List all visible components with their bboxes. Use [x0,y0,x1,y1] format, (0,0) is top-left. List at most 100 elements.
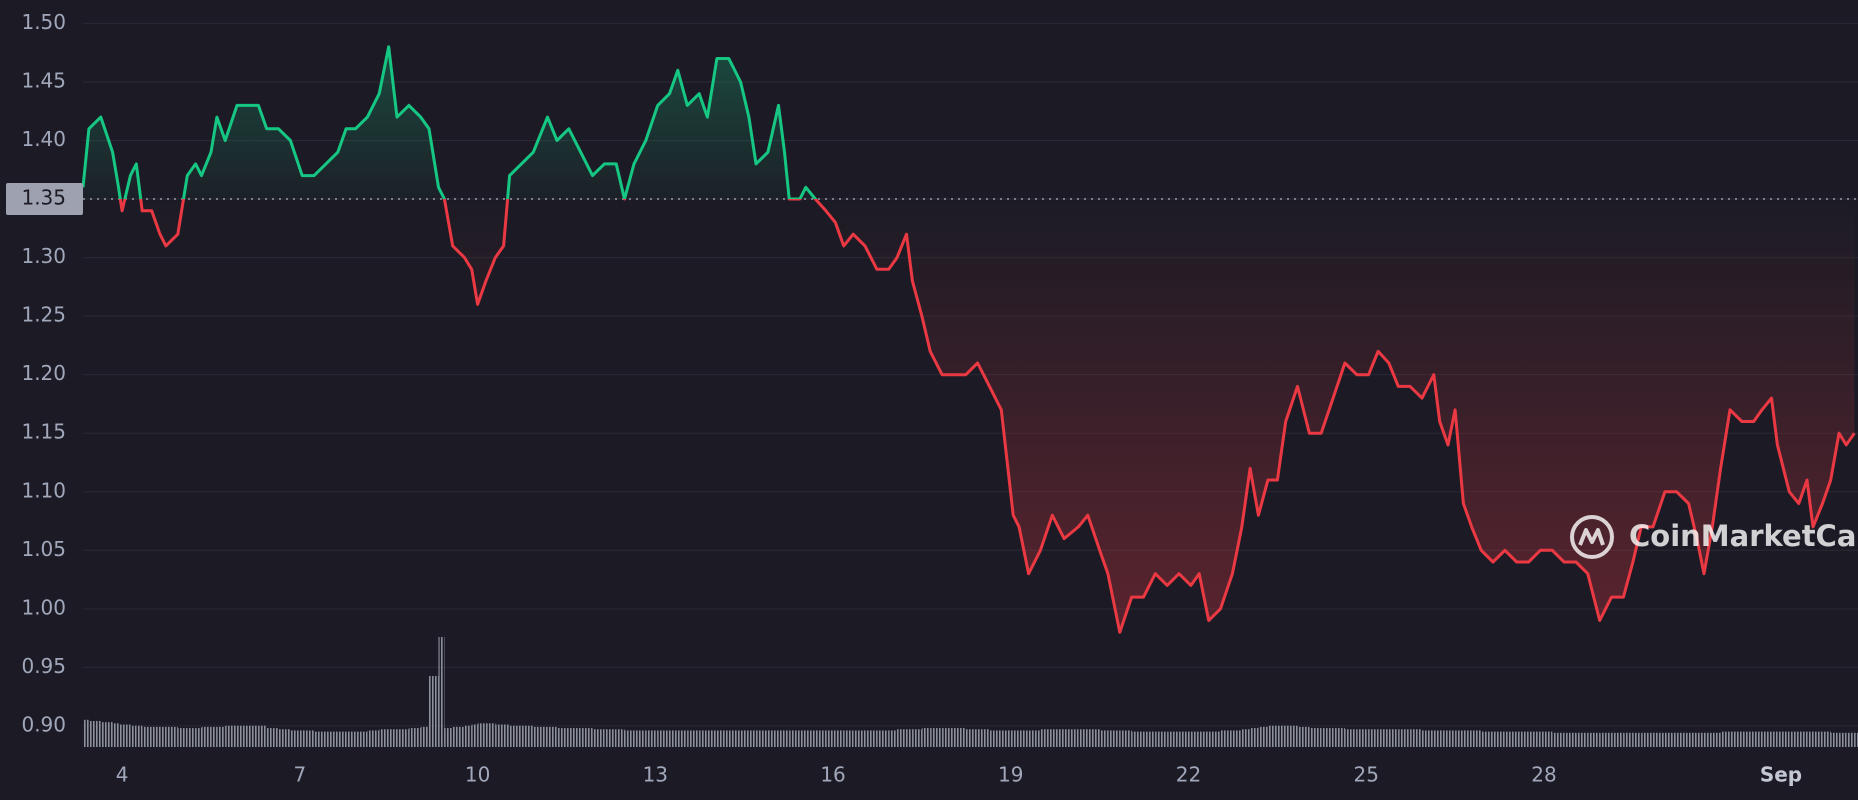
volume-bar [1258,726,1268,747]
volume-bar [485,723,496,747]
volume-bar [521,725,534,747]
volume-bar [337,731,347,747]
y-tick-label: 0.90 [21,712,66,736]
volume-bar [1052,729,1065,747]
volume-bar [187,728,196,747]
volume-bar [408,728,421,747]
volume-bar [1267,725,1278,747]
volume-bar [716,730,729,747]
volume-bar [1333,728,1345,747]
volume-bar [1540,731,1553,747]
volume-bar [930,728,943,747]
volume-bar [1587,732,1600,747]
volume-bar [100,722,113,747]
volume-bar [83,719,89,747]
x-tick-label: Sep [1760,763,1802,787]
volume-bar [624,730,634,747]
volume-bar [452,726,465,747]
volume-bar [1064,729,1079,747]
logo [1570,515,1614,559]
volume-bar [130,725,137,747]
volume-bar [547,726,557,747]
volume-bar [444,728,453,747]
volume-bar [1344,729,1357,747]
volume-bar [1471,730,1482,747]
volume-bar [1762,731,1772,747]
volume-bar [1720,731,1731,747]
volume-bar [1199,731,1209,747]
volume-bar [477,723,486,747]
volume-bar [1439,730,1449,747]
volume-bar [1433,730,1440,747]
volume-bar [687,730,700,747]
volume-bar [1504,731,1517,747]
volume-bar [210,726,217,747]
volume-bar [346,731,356,747]
volume-bar [748,730,757,747]
y-tick-label: 1.10 [21,478,66,502]
volume-bar [604,729,617,747]
volume-bar [1528,731,1541,747]
volume-bar [1448,730,1456,747]
area-fill [83,46,1855,633]
y-tick-label: 0.95 [21,654,66,678]
volume-bar [464,725,472,747]
volume-bar [784,730,790,747]
volume-bar [1777,731,1790,747]
volume-bar [592,729,605,747]
volume-bar [888,730,898,747]
volume-bar [471,724,478,747]
volume-bar [805,730,816,747]
volume-bar [438,637,445,747]
volume-bar [799,730,806,747]
volume-bars [83,637,1858,747]
volume-bar [1753,731,1763,747]
volume-bar [165,726,178,747]
volume-bar [865,730,877,747]
volume-bar [495,724,504,747]
volume-bar [136,725,143,747]
volume-bar [1846,732,1855,747]
volume-bar [580,728,593,747]
volume-bar [1167,731,1180,747]
volume-bar [533,726,548,747]
volume-bar [237,725,249,747]
volume-bar [1552,732,1565,747]
volume-bar [379,729,389,747]
volume-bar [325,731,338,747]
volume-bar [1028,730,1041,747]
volume-bar [633,730,646,747]
y-tick-label: 1.50 [21,10,66,34]
volume-bar [1741,731,1754,747]
volume-bar [616,729,625,747]
volume-bar [1321,728,1334,747]
volume-bar [1190,731,1200,747]
volume-bar [669,730,678,747]
volume-bar [1481,731,1494,747]
volume-bar [122,724,131,747]
volume-bar [1493,731,1505,747]
volume-bar [248,725,259,747]
volume-bar [225,725,238,747]
volume-bar [1250,728,1259,747]
volume-bar [1208,731,1221,747]
volume-bar [355,731,368,747]
baseline-label-box [6,183,83,216]
x-tick-label: 7 [293,763,306,787]
x-tick-label: 25 [1354,763,1379,787]
volume-bar [367,730,380,747]
volume-bar [1001,730,1014,747]
x-tick-label: 22 [1176,763,1201,787]
volume-bar [216,726,226,747]
volume-bar [1309,728,1322,747]
volume-bar [677,730,688,747]
y-tick-label: 1.20 [21,361,66,385]
volume-bar [989,730,1002,747]
volume-bar [1632,732,1642,747]
volume-bar [1087,729,1100,747]
volume-bar [965,729,978,747]
volume-bar [266,728,279,747]
volume-bar [1812,731,1823,747]
volume-bar [1703,732,1713,747]
x-tick-label: 28 [1531,763,1556,787]
